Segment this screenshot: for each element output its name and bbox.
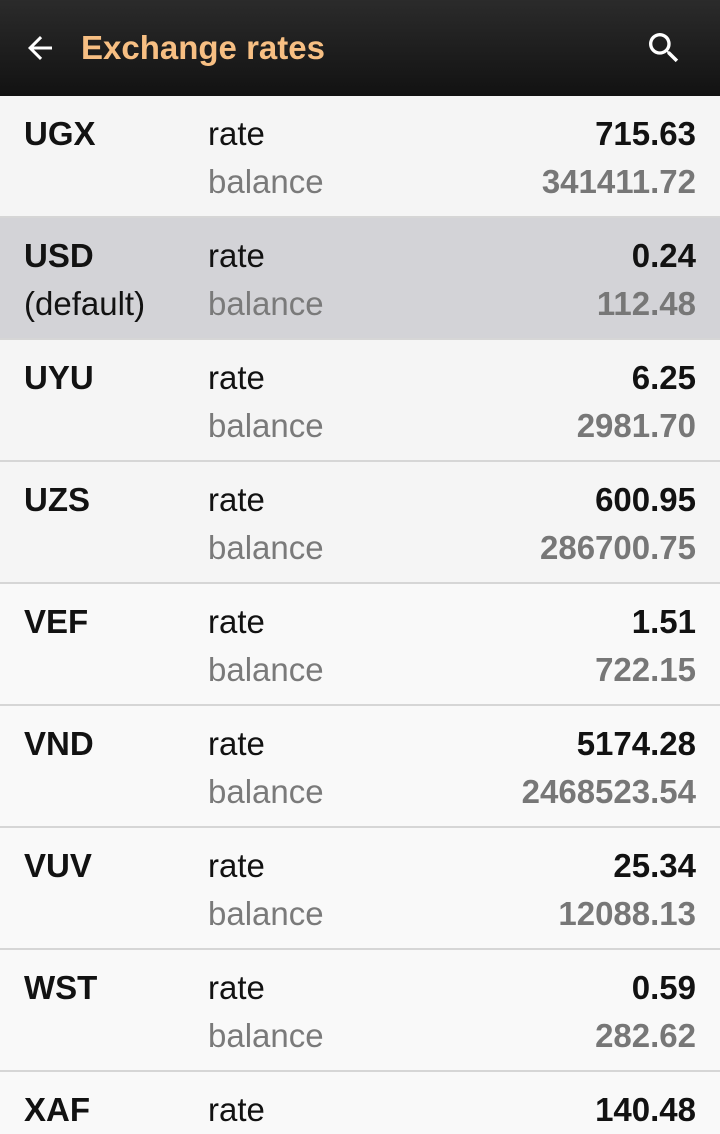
list-item[interactable]: VUV rate balance 25.34 12088.13 [0, 828, 720, 950]
search-icon [649, 33, 679, 63]
rate-value: 0.59 [631, 969, 696, 1006]
balance-value: 112.48 [596, 285, 696, 322]
search-button[interactable] [638, 22, 690, 74]
rate-label: rate [208, 359, 265, 396]
balance-label: balance [208, 651, 324, 688]
rate-value: 25.34 [613, 847, 696, 884]
back-button[interactable] [14, 22, 66, 74]
balance-label: balance [208, 773, 324, 810]
currency-code: USD [24, 237, 94, 274]
balance-value: 2981.70 [576, 407, 696, 444]
balance-value: 282.62 [595, 1017, 696, 1054]
balance-value: 341411.72 [541, 163, 696, 200]
balance-value: 722.15 [595, 651, 696, 688]
balance-value: 2468523.54 [521, 773, 696, 810]
currency-code: UYU [24, 359, 94, 396]
list-item[interactable]: VND rate balance 5174.28 2468523.54 [0, 706, 720, 828]
rate-value: 5174.28 [576, 725, 696, 762]
list-item[interactable]: XAF rate 140.48 [0, 1072, 720, 1134]
rate-value: 0.24 [631, 237, 696, 274]
list-item-default[interactable]: USD (default) rate balance 0.24 112.48 [0, 218, 720, 340]
arrow-back-icon [28, 36, 52, 60]
balance-label: balance [208, 529, 324, 566]
rate-value: 600.95 [595, 481, 696, 518]
rate-value: 140.48 [595, 1091, 696, 1128]
currency-code: VEF [24, 603, 89, 640]
rate-label: rate [208, 115, 265, 152]
page-title: Exchange rates [81, 29, 325, 66]
currency-code: VUV [24, 847, 92, 884]
balance-label: balance [208, 163, 324, 200]
currency-code: VND [24, 725, 94, 762]
list-item[interactable]: WST rate balance 0.59 282.62 [0, 950, 720, 1072]
currency-code: UZS [24, 481, 90, 518]
default-note: (default) [24, 285, 146, 322]
currency-code: XAF [24, 1091, 90, 1128]
list-item[interactable]: UGX rate balance 715.63 341411.72 [0, 96, 720, 218]
rate-value: 6.25 [631, 359, 696, 396]
rate-label: rate [208, 237, 265, 274]
currency-code: UGX [24, 115, 96, 152]
rate-label: rate [208, 603, 265, 640]
list-item[interactable]: UZS rate balance 600.95 286700.75 [0, 462, 720, 584]
list-item[interactable]: UYU rate balance 6.25 2981.70 [0, 340, 720, 462]
exchange-rate-list[interactable]: UGX rate balance 715.63 341411.72 USD (d… [0, 96, 720, 1134]
balance-label: balance [208, 407, 324, 444]
balance-value: 286700.75 [540, 529, 696, 566]
rate-label: rate [208, 1091, 265, 1128]
rate-label: rate [208, 725, 265, 762]
balance-value: 12088.13 [558, 895, 696, 932]
balance-label: balance [208, 895, 324, 932]
rate-value: 715.63 [595, 115, 696, 152]
rate-label: rate [208, 481, 265, 518]
balance-label: balance [208, 285, 324, 322]
rate-label: rate [208, 847, 265, 884]
rate-value: 1.51 [631, 603, 696, 640]
balance-label: balance [208, 1017, 324, 1054]
rate-label: rate [208, 969, 265, 1006]
list-item[interactable]: VEF rate balance 1.51 722.15 [0, 584, 720, 706]
currency-code: WST [24, 969, 98, 1006]
app-toolbar: Exchange rates [0, 0, 720, 96]
